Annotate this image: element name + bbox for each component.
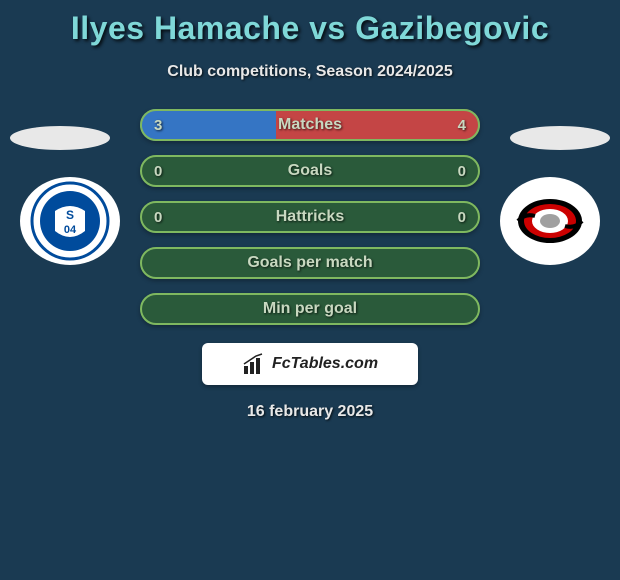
player-silhouette-right: [510, 126, 610, 150]
fctables-label: FcTables.com: [272, 355, 378, 373]
stat-row: 0 0 Goals: [140, 155, 480, 187]
stat-value-right: 4: [458, 117, 466, 134]
fctables-badge: FcTables.com: [202, 343, 418, 385]
subtitle: Club competitions, Season 2024/2025: [0, 63, 620, 81]
stat-value-right: 0: [458, 163, 466, 180]
svg-text:04: 04: [64, 224, 77, 236]
player-silhouette-left: [10, 126, 110, 150]
date-label: 16 february 2025: [0, 403, 620, 421]
hurricanes-logo-icon: [510, 181, 590, 261]
stat-value-left: 0: [154, 163, 162, 180]
stat-label: Goals per match: [247, 254, 372, 272]
stat-value-left: 0: [154, 209, 162, 226]
bar-chart-icon: [242, 352, 266, 376]
page-title: Ilyes Hamache vs Gazibegovic: [0, 0, 620, 47]
stat-value-left: 3: [154, 117, 162, 134]
stat-label: Goals: [288, 162, 332, 180]
club-logo-right: [500, 177, 600, 265]
stat-label: Matches: [278, 116, 342, 134]
stat-row: Min per goal: [140, 293, 480, 325]
stat-row: 0 0 Hattricks: [140, 201, 480, 233]
stat-row: 3 4 Matches: [140, 109, 480, 141]
stat-label: Min per goal: [263, 300, 357, 318]
infographic-root: Ilyes Hamache vs Gazibegovic Club compet…: [0, 0, 620, 580]
stat-label: Hattricks: [276, 208, 344, 226]
stat-row: Goals per match: [140, 247, 480, 279]
stat-value-right: 0: [458, 209, 466, 226]
schalke-logo-icon: S 04: [30, 181, 110, 261]
club-logo-left: S 04: [20, 177, 120, 265]
svg-text:S: S: [66, 208, 74, 222]
